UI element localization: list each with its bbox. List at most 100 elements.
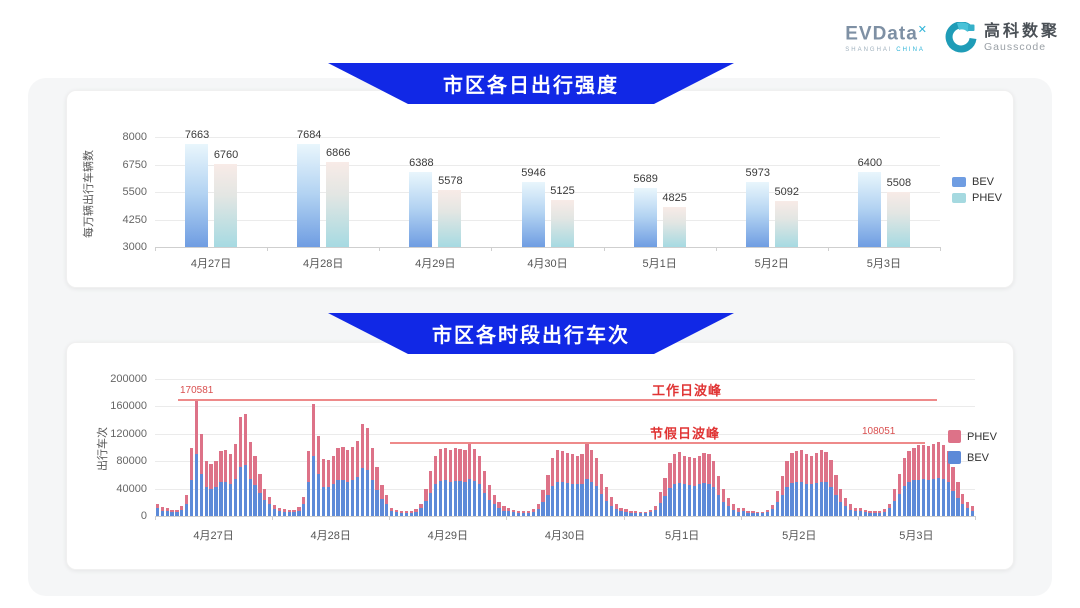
stacked-bar-bev: [917, 479, 921, 516]
gausscode-en-text: Gausscode: [983, 40, 1047, 53]
x-axis-label: 5月3日: [866, 258, 902, 270]
stacked-bar-phev: [687, 457, 692, 486]
stacked-bar-bev: [936, 477, 941, 516]
stacked-bar-phev: [785, 461, 789, 488]
stacked-bar-bev: [302, 504, 306, 516]
legend-item-bev[interactable]: BEV: [952, 176, 994, 188]
y-gridline: [155, 406, 975, 408]
stacked-bar-bev: [160, 510, 164, 516]
stacked-bar-bev: [321, 486, 326, 516]
stacked-bar-bev: [604, 500, 609, 516]
stacked-bar-bev: [922, 479, 926, 516]
stacked-bar-phev: [922, 444, 926, 479]
bev-value-label: 6388: [409, 157, 434, 170]
stacked-bar-bev: [565, 483, 570, 516]
workday-peak-label: 工作日波峰: [652, 383, 723, 399]
stacked-bar-phev: [956, 481, 960, 499]
bar-bev: [297, 143, 321, 247]
phev-legend-swatch: [948, 430, 961, 443]
stacked-bar-bev: [453, 481, 457, 516]
evdata-logo: EVData✕ SHANGHAI CHINA: [845, 23, 927, 53]
stacked-bar-bev: [756, 513, 760, 516]
evdata-x-icon: ✕: [917, 24, 927, 37]
stacked-bar-bev: [741, 511, 745, 516]
bev-value-label: 5973: [745, 166, 771, 179]
x-axis-tick: [827, 247, 829, 251]
x-axis-label: 4月28日: [310, 530, 351, 542]
stacked-bar-phev: [604, 487, 609, 501]
stacked-bar-bev: [765, 511, 770, 516]
stacked-bar-bev: [311, 455, 316, 516]
legend-label: BEV: [967, 451, 990, 464]
stacked-bar-bev: [463, 481, 467, 516]
stacked-bar-bev: [380, 498, 384, 516]
stacked-bar-bev: [482, 492, 487, 516]
stacked-bar-phev: [160, 507, 164, 511]
stacked-bar-bev: [419, 508, 423, 516]
stacked-bar-phev: [712, 461, 716, 488]
bev-legend-swatch: [952, 177, 966, 187]
stacked-bar-phev: [409, 511, 413, 514]
stacked-bar-bev: [399, 512, 404, 516]
stacked-bar-phev: [897, 473, 901, 495]
x-axis-tick: [975, 516, 976, 520]
stacked-bar-phev: [443, 447, 448, 481]
legend-item-phev[interactable]: PHEV: [952, 192, 1002, 204]
stacked-bar-phev: [165, 508, 169, 512]
stacked-bar-phev: [194, 399, 199, 455]
legend-item-phev[interactable]: PHEV: [948, 430, 997, 443]
stacked-bar-bev: [541, 501, 545, 516]
stacked-bar-bev: [219, 482, 223, 516]
y-gridline: [155, 247, 940, 248]
stacked-bar-phev: [941, 444, 945, 479]
stacked-bar-bev: [424, 500, 428, 516]
stacked-bar-phev: [326, 459, 330, 487]
stacked-bar-phev: [580, 454, 584, 484]
stacked-bar-phev: [189, 447, 194, 481]
y-gridline: [155, 461, 975, 463]
phev-value-label: 5508: [886, 176, 912, 189]
stacked-bar-bev: [414, 511, 418, 516]
stacked-bar-phev: [970, 506, 975, 511]
stacked-bar-bev: [346, 481, 350, 516]
x-axis-tick: [740, 516, 742, 520]
legend-item-bev[interactable]: BEV: [948, 451, 989, 464]
stacked-bar-bev: [502, 510, 506, 516]
workday-peak-value: 170581: [180, 385, 214, 397]
x-axis-tick: [379, 247, 381, 251]
stacked-bar-bev: [873, 513, 877, 516]
stacked-bar-phev: [424, 488, 428, 501]
y-tick-label: 5500: [122, 186, 147, 198]
stacked-bar-phev: [707, 454, 711, 484]
stacked-bar-bev: [785, 487, 789, 516]
stacked-bar-phev: [385, 495, 389, 504]
stacked-bar-bev: [946, 482, 950, 516]
stacked-bar-bev: [326, 486, 330, 516]
stacked-bar-bev: [370, 480, 374, 516]
stacked-bar-phev: [551, 457, 555, 486]
stacked-bar-phev: [804, 454, 809, 484]
stacked-bar-phev: [629, 510, 633, 513]
stacked-bar-bev: [731, 509, 736, 516]
holiday-peak-value: 108051: [862, 425, 896, 437]
phev-value-label: 4825: [662, 191, 687, 204]
stacked-bar-bev: [687, 485, 692, 516]
y-gridline: [155, 379, 975, 380]
stacked-bar-bev: [394, 511, 399, 516]
stacked-bar-phev: [238, 416, 243, 467]
stacked-bar-phev: [170, 509, 174, 512]
stacked-bar-phev: [248, 442, 252, 479]
bev-legend-swatch: [948, 451, 961, 464]
x-axis-tick: [603, 247, 605, 251]
stacked-bar-phev: [795, 450, 799, 483]
stacked-bar-bev: [951, 490, 955, 516]
stacked-bar-bev: [336, 480, 340, 516]
stacked-bar-bev: [248, 479, 252, 516]
stacked-bar-phev: [355, 440, 360, 477]
stacked-bar-phev: [697, 455, 701, 485]
phev-value-label: 5125: [550, 185, 575, 198]
x-axis-label: 5月2日: [754, 258, 789, 270]
x-axis-label: 4月29日: [427, 530, 469, 542]
x-axis-label: 5月3日: [899, 530, 934, 542]
x-axis-label: 4月30日: [527, 258, 568, 270]
